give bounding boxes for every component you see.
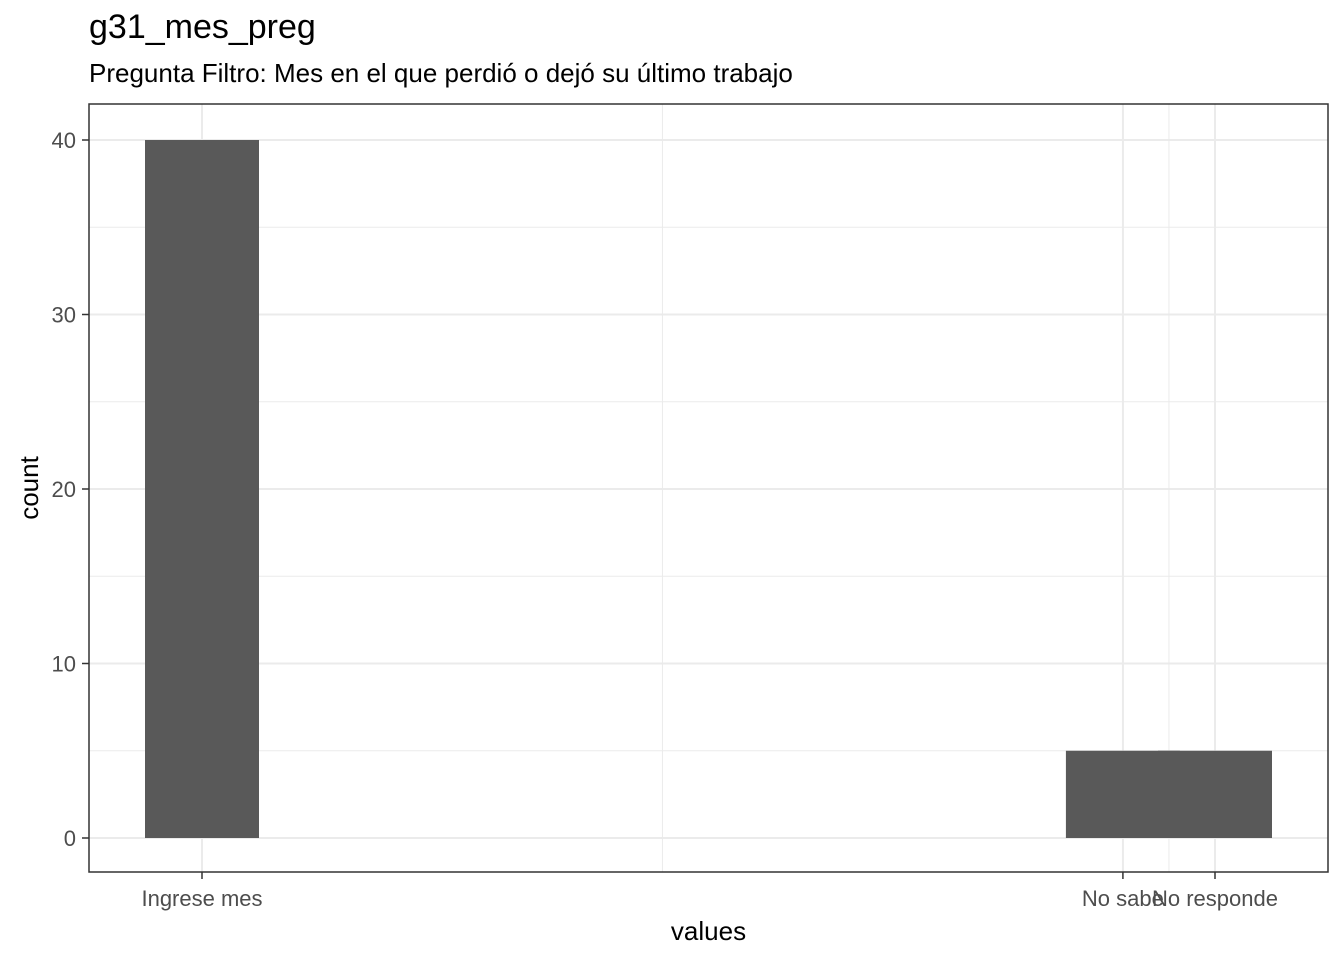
bars bbox=[145, 140, 1272, 838]
bar-ingrese-mes bbox=[145, 140, 259, 838]
y-tick-label: 30 bbox=[52, 303, 76, 328]
chart-subtitle: Pregunta Filtro: Mes en el que perdió o … bbox=[89, 58, 793, 88]
y-axis: 0 10 20 30 40 bbox=[52, 128, 89, 851]
y-tick-label: 40 bbox=[52, 128, 76, 153]
chart-title: g31_mes_preg bbox=[89, 8, 316, 46]
y-tick-label: 20 bbox=[52, 477, 76, 502]
bar-no-responde bbox=[1158, 750, 1272, 838]
y-axis-label: count bbox=[14, 455, 44, 519]
panel-border bbox=[88, 103, 1329, 873]
x-axis-label: values bbox=[671, 916, 746, 946]
x-tick-label: No responde bbox=[1152, 886, 1278, 911]
y-tick-label: 0 bbox=[64, 826, 76, 851]
x-tick-label: No sabe bbox=[1082, 886, 1164, 911]
x-tick-label: Ingrese mes bbox=[141, 886, 262, 911]
y-tick-label: 10 bbox=[52, 652, 76, 677]
